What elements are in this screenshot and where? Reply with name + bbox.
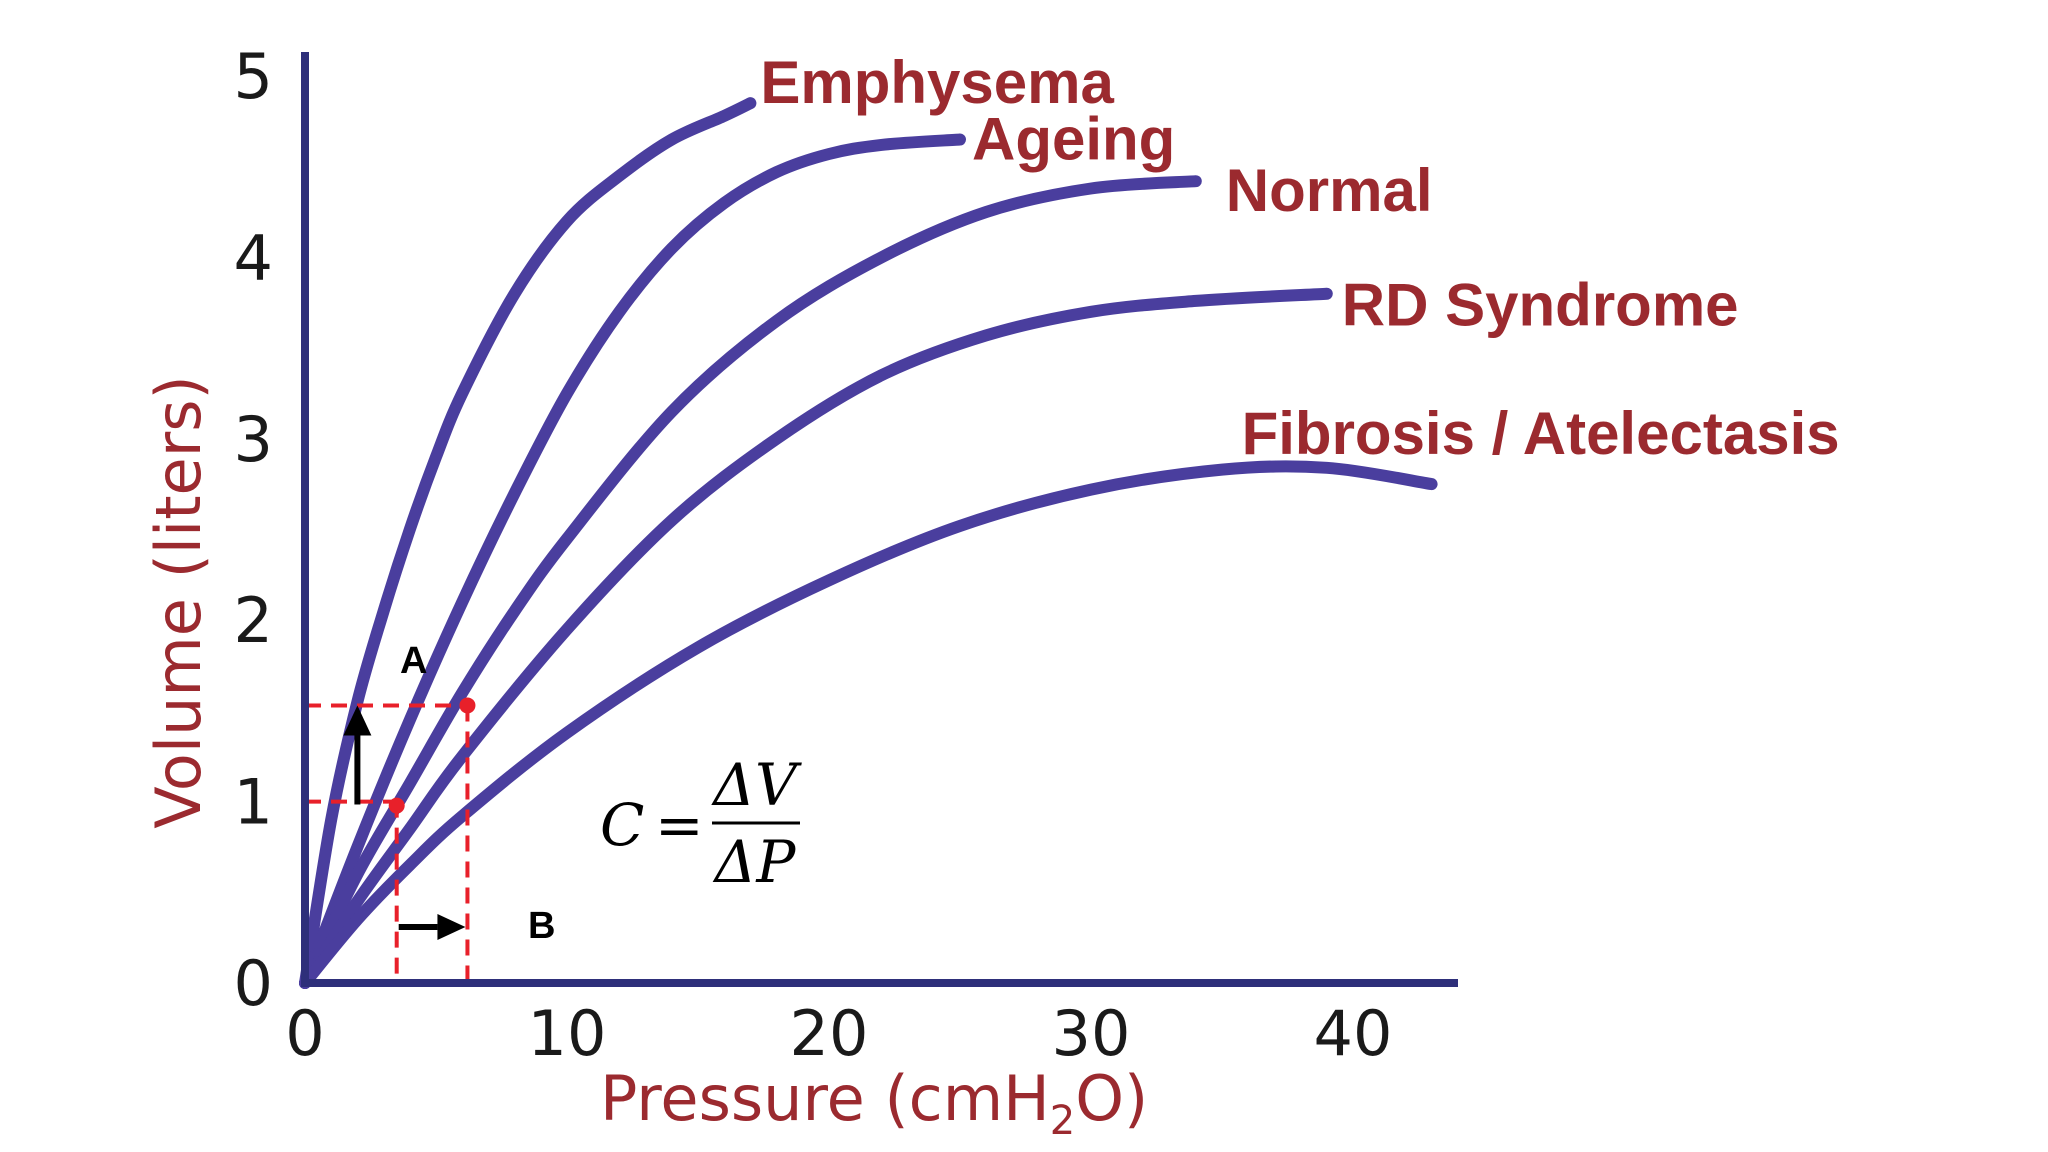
series-line-ageing [299, 133, 966, 989]
series-line-rd-syndrome [299, 287, 1333, 989]
series-label-fibrosis-atelectasis: Fibrosis / Atelectasis [1242, 400, 1840, 467]
x-tick-label: 20 [790, 997, 869, 1070]
x-axis-title-main: Pressure (cmH [600, 1062, 1050, 1135]
formula-denominator: ΔP [713, 828, 797, 896]
series-label-normal: Normal [1226, 157, 1433, 224]
series-label-ageing: Ageing [972, 106, 1175, 173]
x-tick-label: 30 [1052, 997, 1131, 1070]
x-tick-label: 0 [285, 997, 324, 1070]
series-label-rd-syndrome: RD Syndrome [1342, 272, 1739, 339]
y-tick-label: 1 [234, 766, 273, 839]
x-tick-label: 40 [1314, 997, 1393, 1070]
tick-labels-group: 0 10 20 30 40 0 1 2 3 4 5 [234, 40, 1393, 1070]
point-2 [459, 697, 476, 714]
guides-group [305, 697, 476, 983]
arrow-b-label: B [528, 905, 555, 947]
x-axis-title-end: O) [1075, 1062, 1148, 1135]
formula-lhs: C [600, 791, 644, 859]
formula-equals: = [655, 791, 704, 859]
compliance-formula: C = ΔV ΔP [600, 751, 802, 896]
series-line-emphysema [299, 97, 757, 989]
y-tick-label: 3 [234, 403, 273, 476]
series-line-fibrosis-atelectasis [299, 460, 1438, 989]
y-tick-label: 0 [234, 947, 273, 1020]
arrow-b-head [437, 914, 466, 940]
point-1 [388, 797, 405, 814]
curves-group [299, 97, 1438, 989]
formula-numerator: ΔV [711, 751, 802, 819]
arrow-a-label: A [400, 640, 427, 682]
series-label-emphysema: Emphysema [760, 49, 1114, 116]
x-axis-title: Pressure (cmH2O) [600, 1062, 1148, 1144]
x-tick-label: 10 [528, 997, 607, 1070]
y-tick-label: 2 [234, 584, 273, 657]
x-axis-title-subscript: 2 [1050, 1098, 1075, 1144]
y-tick-label: 4 [234, 221, 273, 294]
series-line-normal [299, 175, 1202, 989]
arrow-a-head [343, 705, 372, 736]
y-tick-label: 5 [234, 40, 273, 113]
y-axis-title: Volume (liters) [142, 375, 215, 828]
